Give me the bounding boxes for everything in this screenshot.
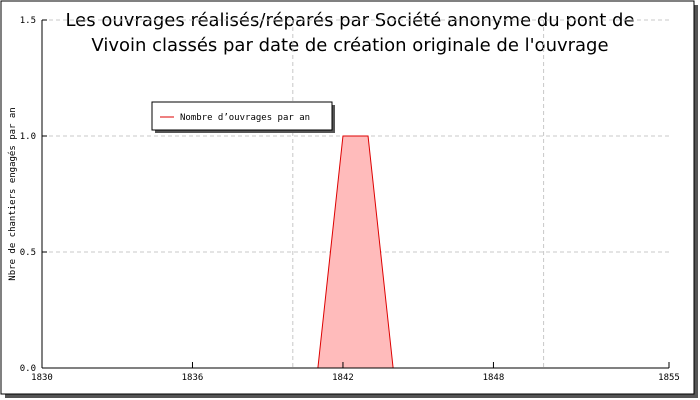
x-tick-label: 1855 (658, 373, 680, 383)
y-tick-label: 0.0 (20, 364, 36, 374)
y-tick-label: 1.5 (20, 16, 36, 26)
chart-title: Vivoin classés par date de création orig… (91, 35, 608, 56)
x-tick-label: 1836 (182, 373, 204, 383)
x-tick-label: 1842 (332, 373, 354, 383)
y-tick-label: 1.0 (20, 132, 36, 142)
x-tick-label: 1848 (483, 373, 505, 383)
legend (151, 101, 333, 131)
y-axis-label: Nbre de chantiers engagés par an (7, 107, 18, 280)
legend-label: Nombre d’ouvrages par an (180, 113, 310, 123)
x-tick-label: 1830 (31, 373, 53, 383)
line (317, 135, 394, 369)
y-tick-label: 0.5 (20, 248, 36, 258)
